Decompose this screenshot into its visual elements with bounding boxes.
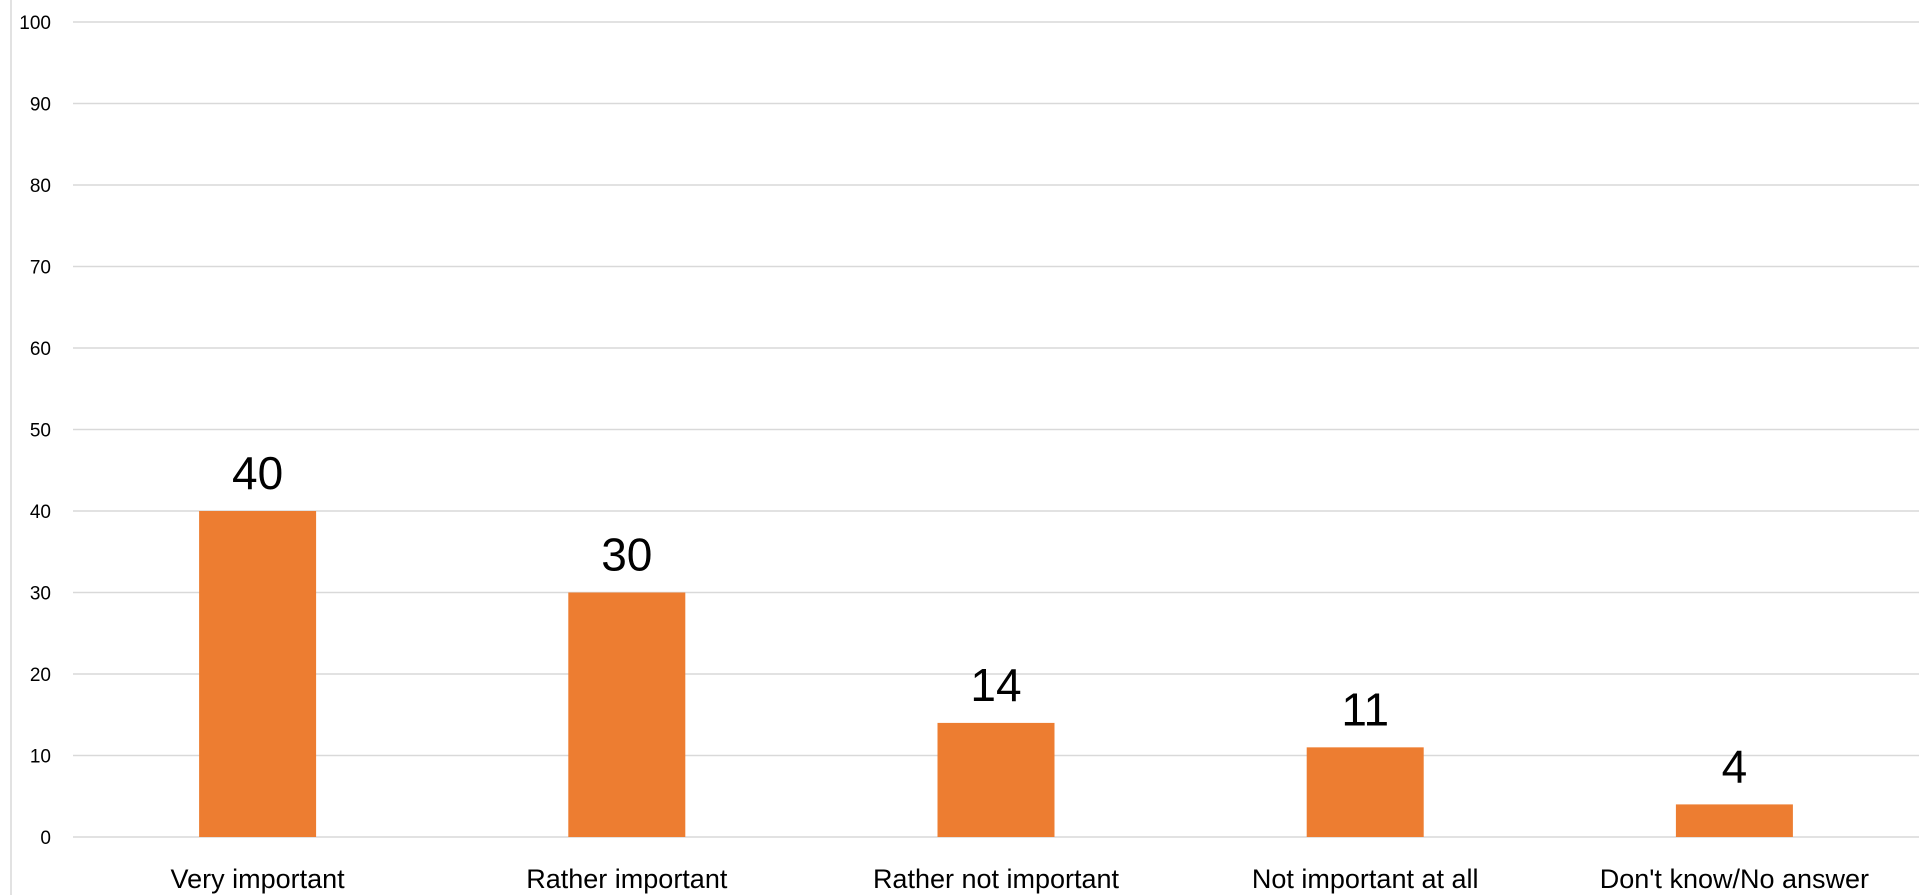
bar-1	[199, 511, 317, 837]
y-tick-label: 40	[30, 502, 51, 523]
bars	[199, 511, 1793, 837]
x-tick-label: Not important at all	[1252, 864, 1479, 894]
y-tick-label: 60	[30, 339, 51, 360]
data-label: 11	[1341, 683, 1389, 735]
y-tick-label: 0	[40, 828, 51, 849]
y-tick-label: 90	[30, 95, 51, 116]
bar-3	[937, 722, 1055, 837]
data-label: 30	[601, 529, 652, 581]
x-tick-label: Rather important	[526, 864, 728, 894]
y-tick-label: 70	[30, 258, 51, 279]
y-tick-label: 10	[30, 747, 51, 768]
y-axis-ticks: 0 10 20 30 40 50 60 70 80 90 100	[19, 13, 51, 849]
x-tick-label: Very important	[171, 864, 346, 894]
data-labels: 40 30 14 11 4	[232, 447, 1747, 792]
y-tick-label: 50	[30, 421, 51, 442]
x-tick-label: Rather not important	[873, 864, 1120, 894]
y-tick-label: 20	[30, 665, 51, 686]
y-tick-label: 30	[30, 584, 51, 605]
bar-4	[1306, 747, 1424, 837]
gridlines	[73, 21, 1919, 838]
y-tick-label: 100	[19, 13, 51, 34]
bar-5	[1675, 804, 1793, 837]
data-label: 40	[232, 447, 283, 499]
bar-2	[568, 592, 686, 837]
y-tick-label: 80	[30, 176, 51, 197]
data-label: 14	[970, 659, 1021, 711]
x-axis-ticks: Very important Rather important Rather not…	[171, 864, 1869, 894]
data-label: 4	[1722, 740, 1748, 792]
x-tick-label: Don't know/No answer	[1600, 864, 1869, 894]
